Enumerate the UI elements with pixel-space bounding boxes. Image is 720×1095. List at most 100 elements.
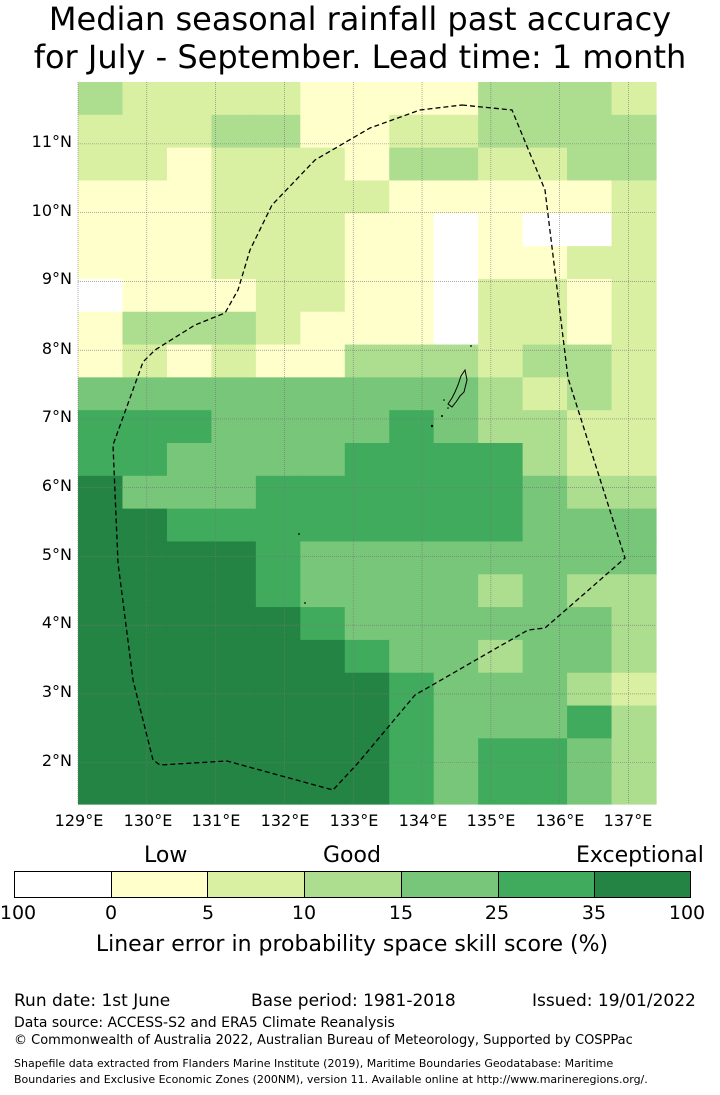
colorbar-segment: [110, 871, 208, 898]
grid-cell: [478, 705, 524, 739]
grid-cell: [478, 443, 524, 477]
grid-cell: [122, 508, 168, 543]
grid-cell: [211, 443, 257, 477]
grid-cell: [255, 147, 301, 182]
issued-date: Issued: 19/01/2022: [532, 991, 696, 1011]
grid-cell: [567, 508, 613, 543]
grid-cell: [478, 508, 524, 543]
grid-cell: [255, 114, 301, 149]
grid-cell: [78, 410, 124, 444]
shapefile-credit-line-2: Boundaries and Exclusive Economic Zones …: [14, 1073, 648, 1086]
grid-cell: [344, 180, 390, 214]
grid-cell: [433, 114, 479, 149]
grid-cell: [122, 246, 168, 280]
grid-cell: [522, 541, 568, 575]
grid-cell: [122, 410, 168, 444]
grid-cell: [344, 738, 390, 772]
grid-cell: [122, 114, 168, 149]
grid-cell: [567, 147, 613, 182]
grid-cell: [478, 82, 524, 116]
grid-cell: [166, 574, 212, 608]
grid-cell: [433, 311, 479, 346]
grid-cell: [122, 311, 168, 346]
grid-cell: [611, 114, 657, 149]
title-line-2: for July - September. Lead time: 1 month: [33, 38, 687, 76]
colorbar-tick-7: 100: [668, 902, 706, 924]
grid-cell: [300, 82, 346, 116]
grid-cell: [122, 541, 168, 575]
grid-cell: [122, 672, 168, 707]
grid-cell: [522, 410, 568, 444]
grid-cell: [478, 541, 524, 575]
grid-cell: [522, 639, 568, 674]
grid-cell: [300, 114, 346, 149]
grid-cell: [567, 180, 613, 214]
grid-cell: [122, 213, 168, 247]
grid-cell: [122, 771, 168, 805]
grid-cell: [78, 475, 124, 510]
grid-cell: [478, 672, 524, 707]
grid-cell: [344, 475, 390, 510]
grid-cell: [389, 705, 435, 739]
grid-cell: [478, 410, 524, 444]
grid-cell: [344, 82, 390, 116]
grid-cell: [166, 278, 212, 313]
lat-label-8n: 8°N: [41, 339, 72, 358]
grid-cell: [567, 738, 613, 772]
grid-cell: [433, 639, 479, 674]
grid-cell: [344, 443, 390, 477]
grid-cell: [122, 180, 168, 214]
grid-cell: [611, 607, 657, 641]
grid-cell: [567, 541, 613, 575]
grid-cell: [344, 541, 390, 575]
grid-cell: [389, 574, 435, 608]
grid-cell: [567, 607, 613, 641]
peleliu-islet: [441, 415, 443, 417]
grid-cell: [255, 738, 301, 772]
grid-cell: [211, 607, 257, 641]
grid-cell: [211, 574, 257, 608]
grid-cell: [611, 443, 657, 477]
grid-cell: [211, 541, 257, 575]
grid-cell: [433, 410, 479, 444]
grid-cell: [522, 82, 568, 116]
grid-cell: [389, 344, 435, 378]
grid-cell: [300, 639, 346, 674]
sonsorol-islet: [298, 533, 300, 535]
grid-cell: [567, 377, 613, 411]
grid-cell: [255, 82, 301, 116]
grid-cell: [211, 213, 257, 247]
grid-cell: [344, 574, 390, 608]
grid-cell: [611, 213, 657, 247]
grid-cell: [344, 344, 390, 378]
lon-label-133e: 133°E: [329, 811, 379, 830]
grid-cell: [166, 377, 212, 411]
lat-label-5n: 5°N: [41, 545, 72, 564]
skill-score-map: [77, 82, 657, 805]
grid-cell: [78, 771, 124, 805]
grid-cell: [611, 672, 657, 707]
grid-cell: [300, 475, 346, 510]
grid-cell: [433, 377, 479, 411]
grid-cell: [433, 771, 479, 805]
grid-cell: [122, 574, 168, 608]
grid-cell: [166, 607, 212, 641]
rock-islet-a: [443, 399, 445, 401]
grid-cell: [433, 147, 479, 182]
palau-main-island: [447, 368, 468, 408]
grid-cell: [522, 377, 568, 411]
grid-cell: [78, 377, 124, 411]
grid-cell: [211, 672, 257, 707]
grid-cell: [255, 311, 301, 346]
grid-cell: [166, 738, 212, 772]
map-title: Median seasonal rainfall past accuracy f…: [0, 0, 720, 76]
grid-cell: [389, 672, 435, 707]
grid-cell: [344, 377, 390, 411]
grid-cell: [300, 213, 346, 247]
grid-cell: [300, 607, 346, 641]
grid-cell: [611, 574, 657, 608]
grid-cell: [211, 410, 257, 444]
grid-cell: [522, 607, 568, 641]
grid-cell: [300, 377, 346, 411]
grid-cell: [522, 278, 568, 313]
